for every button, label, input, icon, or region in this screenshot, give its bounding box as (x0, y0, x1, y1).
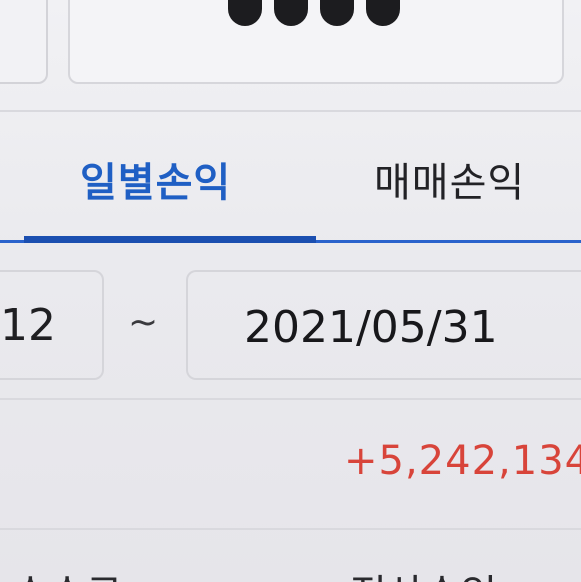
total-profit-value: +5,242,134 (344, 438, 581, 484)
masked-password-dots (228, 0, 400, 26)
divider (0, 110, 581, 112)
password-field[interactable] (68, 0, 564, 84)
account-select-dropdown[interactable] (0, 0, 48, 84)
end-date-field[interactable] (186, 270, 581, 380)
divider (0, 528, 581, 530)
password-dot (274, 0, 308, 26)
fee-label: 수수료 (12, 562, 122, 582)
password-dot (228, 0, 262, 26)
start-date-field[interactable] (0, 270, 104, 380)
password-dot (320, 0, 354, 26)
date-range-separator: ~ (128, 302, 159, 343)
tab-trade-profit[interactable]: 매매손익 (374, 160, 526, 206)
password-dot (366, 0, 400, 26)
settlement-profit-label: 정산손익 (350, 562, 497, 582)
tab-daily-profit[interactable]: 일별손익 (80, 160, 232, 206)
end-date-value: 2021/05/31 (244, 302, 498, 353)
start-date-value: 12 (0, 300, 56, 351)
active-tab-indicator (24, 236, 316, 243)
divider (0, 398, 581, 400)
